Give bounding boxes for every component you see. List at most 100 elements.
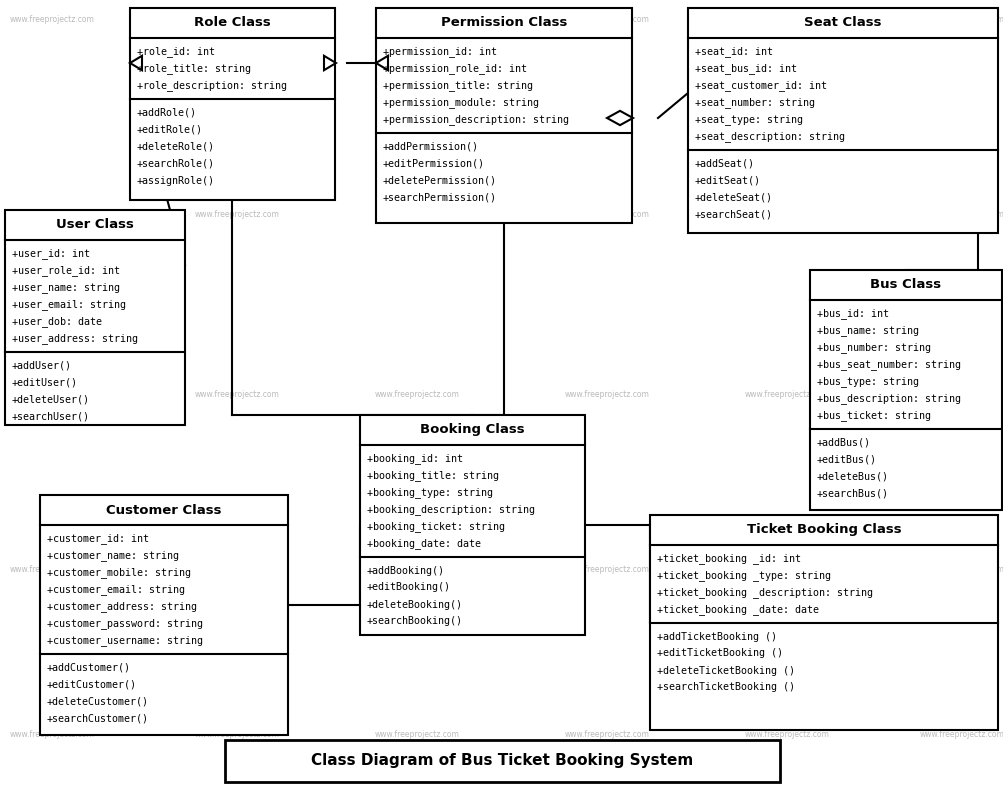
Text: +user_dob: date: +user_dob: date	[12, 316, 102, 327]
Text: www.freeprojectz.com: www.freeprojectz.com	[375, 390, 459, 399]
Text: www.freeprojectz.com: www.freeprojectz.com	[375, 15, 459, 24]
Text: +addTicketBooking (): +addTicketBooking ()	[656, 631, 776, 642]
Bar	[360, 415, 585, 635]
Text: +permission_module: string: +permission_module: string	[382, 97, 539, 108]
Text: Customer Class: Customer Class	[106, 504, 222, 516]
Text: +customer_email: string: +customer_email: string	[47, 584, 185, 595]
Text: +addPermission(): +addPermission()	[382, 142, 478, 151]
Text: +bus_seat_number: string: +bus_seat_number: string	[816, 359, 960, 370]
Text: Permission Class: Permission Class	[440, 17, 567, 29]
Text: +user_email: string: +user_email: string	[12, 299, 125, 310]
Bar	[40, 495, 288, 735]
Text: Ticket Booking Class: Ticket Booking Class	[746, 524, 901, 536]
Text: +user_id: int: +user_id: int	[12, 248, 90, 259]
Text: +addSeat(): +addSeat()	[694, 158, 754, 169]
Text: +ticket_booking _id: int: +ticket_booking _id: int	[656, 553, 800, 564]
Text: +seat_type: string: +seat_type: string	[694, 114, 802, 125]
Text: www.freeprojectz.com: www.freeprojectz.com	[565, 390, 649, 399]
Polygon shape	[607, 111, 632, 125]
Text: +addBooking(): +addBooking()	[367, 565, 444, 576]
Text: +deleteCustomer(): +deleteCustomer()	[47, 696, 148, 706]
Text: User Class: User Class	[56, 219, 133, 231]
Text: www.freeprojectz.com: www.freeprojectz.com	[919, 730, 1003, 739]
Text: www.freeprojectz.com: www.freeprojectz.com	[919, 15, 1003, 24]
Text: +seat_customer_id: int: +seat_customer_id: int	[694, 80, 826, 91]
Text: +bus_number: string: +bus_number: string	[816, 342, 930, 353]
Text: +customer_mobile: string: +customer_mobile: string	[47, 567, 191, 578]
Text: Role Class: Role Class	[194, 17, 271, 29]
Text: +role_id: int: +role_id: int	[136, 46, 215, 57]
Text: +bus_name: string: +bus_name: string	[816, 325, 918, 336]
Text: +deleteSeat(): +deleteSeat()	[694, 192, 772, 203]
Text: www.freeprojectz.com: www.freeprojectz.com	[10, 390, 94, 399]
Text: +editCustomer(): +editCustomer()	[47, 680, 136, 690]
Text: www.freeprojectz.com: www.freeprojectz.com	[744, 210, 829, 219]
Bar	[649, 515, 997, 730]
Text: +editUser(): +editUser()	[12, 378, 78, 387]
Text: www.freeprojectz.com: www.freeprojectz.com	[195, 15, 280, 24]
Bar	[5, 210, 185, 425]
Text: +deleteRole(): +deleteRole()	[136, 142, 215, 151]
Text: +seat_id: int: +seat_id: int	[694, 46, 772, 57]
Bar	[225, 740, 779, 782]
Text: +customer_name: string: +customer_name: string	[47, 550, 179, 561]
Text: www.freeprojectz.com: www.freeprojectz.com	[10, 210, 94, 219]
Text: www.freeprojectz.com: www.freeprojectz.com	[744, 15, 829, 24]
Text: www.freeprojectz.com: www.freeprojectz.com	[919, 210, 1003, 219]
Text: www.freeprojectz.com: www.freeprojectz.com	[375, 730, 459, 739]
Text: +searchRole(): +searchRole()	[136, 158, 215, 169]
Text: +booking_title: string: +booking_title: string	[367, 470, 498, 481]
Text: +bus_type: string: +bus_type: string	[816, 376, 918, 387]
Text: +seat_number: string: +seat_number: string	[694, 97, 814, 108]
Text: +seat_description: string: +seat_description: string	[694, 131, 845, 142]
Text: www.freeprojectz.com: www.freeprojectz.com	[919, 565, 1003, 574]
Text: www.freeprojectz.com: www.freeprojectz.com	[919, 390, 1003, 399]
Text: +booking_date: date: +booking_date: date	[367, 538, 480, 549]
Text: +user_role_id: int: +user_role_id: int	[12, 265, 120, 276]
Text: +ticket_booking _date: date: +ticket_booking _date: date	[656, 604, 818, 615]
Text: www.freeprojectz.com: www.freeprojectz.com	[565, 565, 649, 574]
Text: +addBus(): +addBus()	[816, 437, 871, 447]
Text: +deleteBus(): +deleteBus()	[816, 471, 888, 482]
Text: www.freeprojectz.com: www.freeprojectz.com	[565, 15, 649, 24]
Text: +deleteUser(): +deleteUser()	[12, 394, 90, 405]
Text: +booking_id: int: +booking_id: int	[367, 453, 462, 464]
Text: +user_name: string: +user_name: string	[12, 282, 120, 293]
Text: +editPermission(): +editPermission()	[382, 158, 484, 169]
Text: www.freeprojectz.com: www.freeprojectz.com	[10, 15, 94, 24]
Text: www.freeprojectz.com: www.freeprojectz.com	[744, 390, 829, 399]
Text: www.freeprojectz.com: www.freeprojectz.com	[565, 210, 649, 219]
Text: Class Diagram of Bus Ticket Booking System: Class Diagram of Bus Ticket Booking Syst…	[311, 753, 693, 768]
Text: +permission_role_id: int: +permission_role_id: int	[382, 63, 527, 74]
Text: Booking Class: Booking Class	[420, 424, 525, 436]
Text: +searchPermission(): +searchPermission()	[382, 192, 496, 203]
Text: www.freeprojectz.com: www.freeprojectz.com	[195, 390, 280, 399]
Text: +customer_id: int: +customer_id: int	[47, 533, 148, 544]
Bar	[687, 8, 997, 233]
Text: +ticket_booking _description: string: +ticket_booking _description: string	[656, 587, 873, 598]
Text: +editSeat(): +editSeat()	[694, 176, 760, 185]
Text: +deleteBooking(): +deleteBooking()	[367, 600, 462, 610]
Bar	[129, 8, 335, 200]
Text: www.freeprojectz.com: www.freeprojectz.com	[375, 210, 459, 219]
Text: www.freeprojectz.com: www.freeprojectz.com	[10, 565, 94, 574]
Text: +customer_username: string: +customer_username: string	[47, 635, 203, 646]
Text: +assignRole(): +assignRole()	[136, 176, 215, 185]
Text: +ticket_booking _type: string: +ticket_booking _type: string	[656, 570, 830, 581]
Text: +searchTicketBooking (): +searchTicketBooking ()	[656, 683, 794, 692]
Text: +editBus(): +editBus()	[816, 455, 877, 464]
Text: Seat Class: Seat Class	[803, 17, 881, 29]
Text: +bus_id: int: +bus_id: int	[816, 308, 888, 319]
Text: www.freeprojectz.com: www.freeprojectz.com	[10, 730, 94, 739]
Text: +editRole(): +editRole()	[136, 124, 203, 135]
Text: +seat_bus_id: int: +seat_bus_id: int	[694, 63, 796, 74]
Text: +permission_description: string: +permission_description: string	[382, 114, 569, 125]
Text: +searchBus(): +searchBus()	[816, 489, 888, 498]
Text: +searchBooking(): +searchBooking()	[367, 616, 462, 626]
Text: www.freeprojectz.com: www.freeprojectz.com	[195, 210, 280, 219]
Text: +role_description: string: +role_description: string	[136, 80, 287, 91]
Text: +addCustomer(): +addCustomer()	[47, 662, 130, 672]
Text: +permission_title: string: +permission_title: string	[382, 80, 533, 91]
Text: +user_address: string: +user_address: string	[12, 333, 137, 344]
Text: +bus_description: string: +bus_description: string	[816, 393, 960, 404]
